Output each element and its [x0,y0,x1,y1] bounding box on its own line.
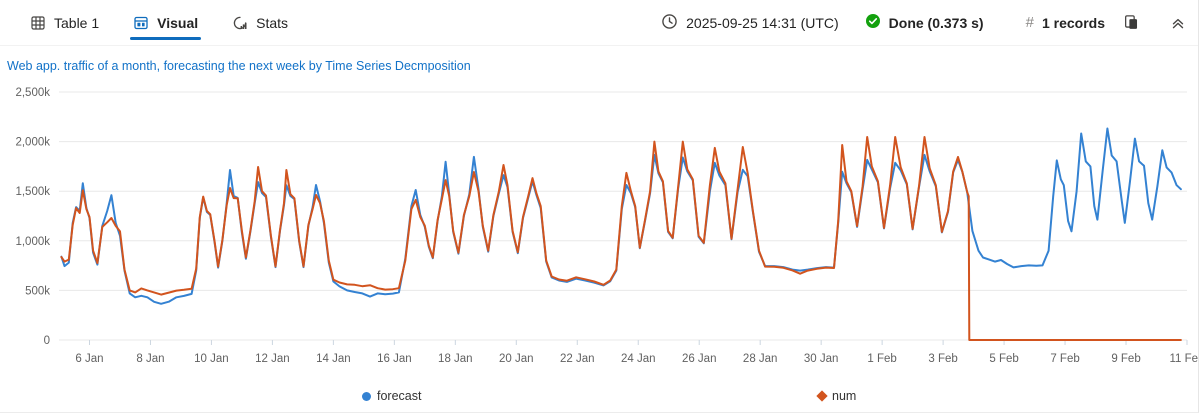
timestamp-group: 2025-09-25 14:31 (UTC) [661,13,839,33]
y-tick-label: 1,500k [15,186,50,198]
x-tick-label: 6 Jan [75,353,103,365]
x-tick-label: 20 Jan [499,353,534,365]
chart-title: Web app. traffic of a month, forecasting… [7,59,471,73]
x-tick-label: 12 Jan [255,353,290,365]
records-count: 1 records [1041,14,1105,31]
y-tick-label: 1,000k [15,236,50,248]
x-tick-label: 16 Jan [377,353,412,365]
x-tick-label: 9 Feb [1111,353,1140,365]
clock-icon [661,13,678,33]
y-tick-label: 0 [44,335,50,347]
tab-label: Table 1 [54,14,100,31]
x-tick-label: 8 Jan [136,353,164,365]
copy-results-button[interactable] [1123,14,1140,31]
x-tick-label: 30 Jan [804,353,839,365]
legend-item-num[interactable]: num [816,389,857,403]
x-tick-label: 11 Feb [1170,353,1199,365]
collapse-pane-button[interactable] [1170,15,1186,31]
tab-stats[interactable]: Stats [232,0,288,45]
x-tick-label: 5 Feb [989,353,1018,365]
y-tick-label: 2,500k [15,87,50,99]
x-tick-label: 28 Jan [743,353,778,365]
x-tick-label: 10 Jan [194,353,229,365]
done-status: Done (0.373 s) [888,14,984,31]
done-check-icon [865,13,881,32]
y-tick-label: 500k [25,285,50,297]
tab-visual[interactable]: Visual [130,0,202,45]
x-tick-label: 18 Jan [438,353,473,365]
legend-item-forecast[interactable]: forecast [362,389,421,403]
x-tick-label: 24 Jan [621,353,656,365]
tab-label: Visual [157,14,199,31]
x-tick-label: 1 Feb [867,353,896,365]
forecast-legend-marker-icon [362,391,371,401]
tab-label: Stats [256,14,289,31]
hash-icon: # [1025,14,1034,31]
x-tick-label: 26 Jan [682,353,717,365]
done-group: Done (0.373 s) [865,13,984,32]
results-toolbar: Table 1 Visual Stats 2025-09-25 14:3 [0,0,1198,46]
x-tick-label: 22 Jan [560,353,595,365]
result-tabs: Table 1 Visual Stats [0,0,288,45]
x-tick-label: 3 Feb [928,353,957,365]
x-tick-label: 7 Feb [1050,353,1079,365]
records-group: # 1 records [1026,14,1105,31]
query-status-bar: 2025-09-25 14:31 (UTC) Done (0.373 s) # … [661,13,1198,33]
y-tick-label: 2,000k [15,137,50,149]
series-num-line[interactable] [60,136,1182,341]
visual-chart-icon [133,15,149,31]
query-timestamp: 2025-09-25 14:31 (UTC) [686,14,839,31]
legend-label: num [832,389,857,403]
num-legend-marker-icon [816,390,828,402]
stats-pie-icon [232,15,248,31]
legend-label: forecast [377,389,422,403]
x-tick-label: 14 Jan [316,353,351,365]
tab-table1[interactable]: Table 1 [30,0,99,45]
table-grid-icon [30,15,46,31]
